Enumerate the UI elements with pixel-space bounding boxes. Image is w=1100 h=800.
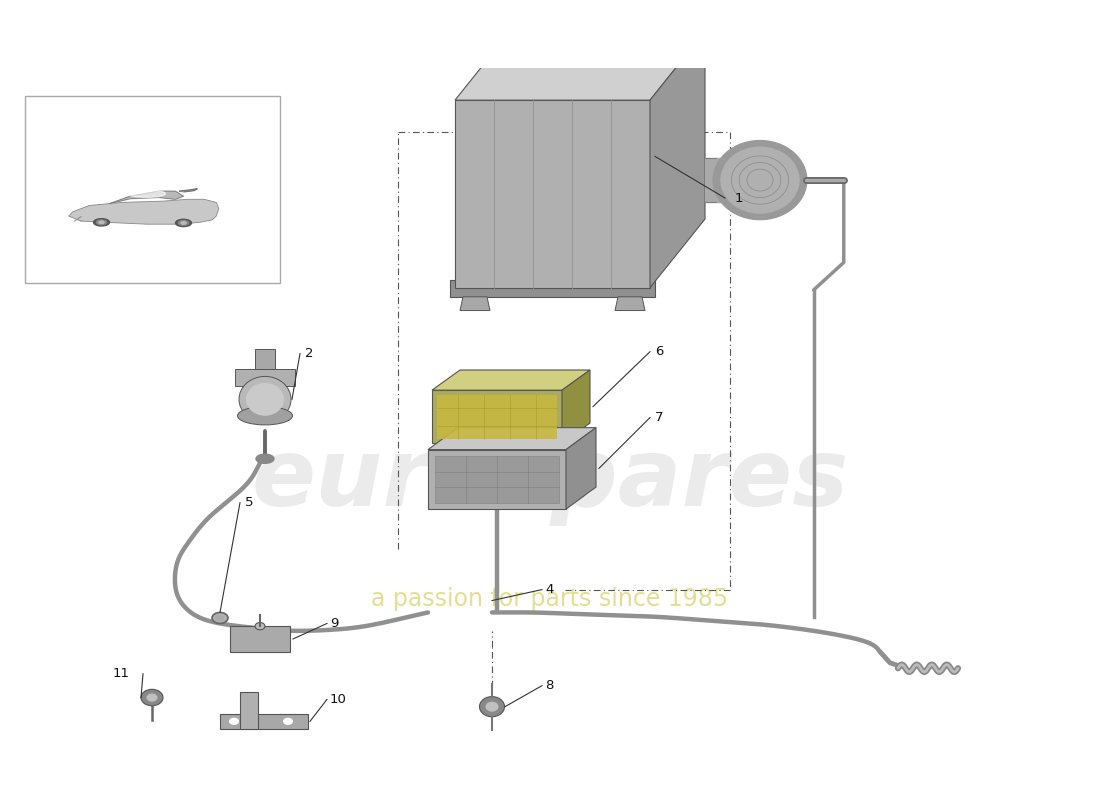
Bar — [437, 394, 557, 438]
Ellipse shape — [146, 694, 157, 702]
Ellipse shape — [94, 218, 110, 226]
Text: 8: 8 — [544, 679, 553, 692]
Ellipse shape — [182, 222, 186, 224]
Bar — [255, 349, 275, 369]
Ellipse shape — [713, 141, 806, 220]
Ellipse shape — [239, 377, 292, 422]
Polygon shape — [432, 370, 590, 390]
Polygon shape — [428, 428, 596, 450]
Bar — [434, 456, 559, 502]
Bar — [705, 158, 760, 202]
Text: 7: 7 — [654, 411, 663, 424]
Ellipse shape — [480, 697, 505, 717]
Ellipse shape — [256, 454, 274, 463]
Ellipse shape — [229, 718, 239, 725]
Text: 6: 6 — [654, 346, 663, 358]
Ellipse shape — [99, 221, 104, 223]
Bar — [455, 100, 650, 288]
Ellipse shape — [216, 615, 224, 621]
Ellipse shape — [128, 190, 166, 198]
Text: eurospares: eurospares — [251, 434, 849, 526]
Ellipse shape — [212, 613, 228, 623]
Ellipse shape — [720, 147, 799, 213]
Ellipse shape — [97, 220, 107, 225]
Text: 11: 11 — [113, 667, 130, 680]
Polygon shape — [110, 191, 184, 204]
Bar — [230, 626, 290, 652]
Ellipse shape — [238, 406, 293, 425]
Ellipse shape — [176, 219, 191, 226]
Bar — [240, 692, 258, 729]
Polygon shape — [179, 189, 197, 192]
Polygon shape — [562, 370, 590, 443]
Polygon shape — [566, 428, 596, 509]
Text: 3: 3 — [575, 0, 583, 2]
Text: 5: 5 — [245, 496, 253, 509]
Ellipse shape — [141, 690, 163, 706]
Text: 10: 10 — [330, 693, 346, 706]
Polygon shape — [650, 31, 705, 288]
Ellipse shape — [255, 622, 265, 630]
Polygon shape — [455, 31, 705, 100]
Polygon shape — [460, 297, 490, 310]
Bar — [428, 450, 566, 509]
Text: 2: 2 — [305, 347, 314, 360]
Bar — [432, 390, 562, 443]
Ellipse shape — [485, 702, 498, 712]
Bar — [235, 369, 295, 386]
Ellipse shape — [246, 383, 284, 416]
Text: a passion for parts since 1985: a passion for parts since 1985 — [372, 586, 728, 610]
Text: 1: 1 — [735, 191, 744, 205]
Polygon shape — [615, 297, 645, 310]
Bar — [220, 714, 308, 729]
Polygon shape — [450, 280, 654, 297]
Bar — [25, 95, 280, 283]
Polygon shape — [68, 199, 219, 224]
Text: 4: 4 — [544, 583, 553, 596]
Ellipse shape — [283, 718, 293, 725]
Text: 9: 9 — [330, 617, 339, 630]
Ellipse shape — [178, 221, 188, 226]
